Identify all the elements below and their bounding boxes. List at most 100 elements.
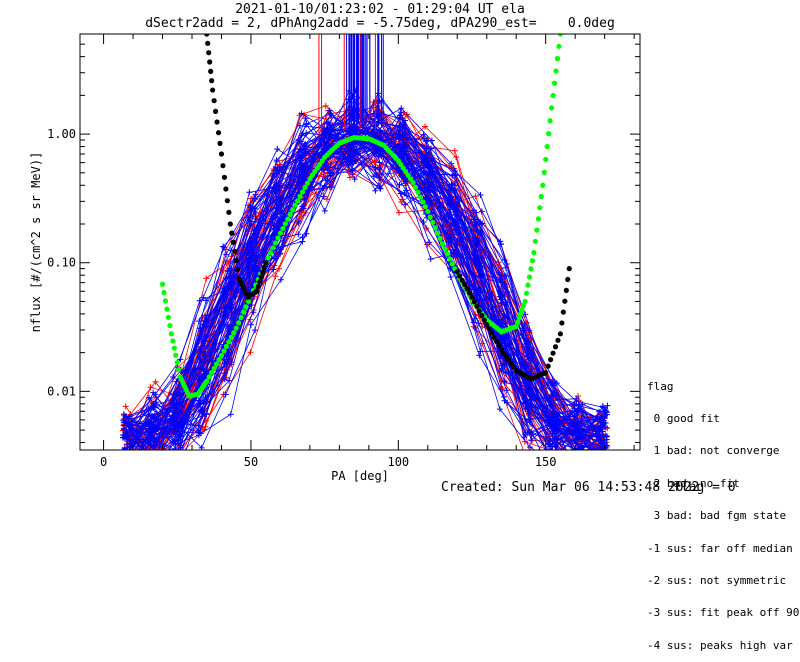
legend-item: 0 good fit bbox=[647, 411, 720, 425]
plus-marker-blue bbox=[126, 458, 132, 464]
plus-marker-blue bbox=[496, 406, 503, 413]
plus-marker-blue bbox=[248, 252, 255, 259]
plus-marker-blue bbox=[576, 465, 582, 471]
plus-marker-red bbox=[396, 209, 403, 216]
plus-marker-blue bbox=[146, 472, 152, 478]
plus-marker-blue bbox=[451, 182, 458, 189]
fit-point-black bbox=[481, 317, 487, 323]
plus-marker-blue bbox=[123, 468, 129, 474]
plus-marker-blue bbox=[195, 427, 202, 434]
plus-marker-blue bbox=[402, 142, 409, 149]
plus-marker-blue bbox=[497, 276, 504, 283]
y-tick-label: 0.10 bbox=[47, 256, 76, 270]
fit-point-green bbox=[541, 169, 547, 175]
plus-marker-blue bbox=[328, 131, 335, 138]
plus-marker-blue bbox=[122, 455, 128, 461]
fit-point-black bbox=[233, 257, 239, 264]
plus-marker-blue bbox=[598, 456, 604, 462]
plus-marker-blue bbox=[478, 255, 485, 262]
plus-marker-red bbox=[422, 123, 429, 130]
plus-marker-blue bbox=[453, 226, 460, 233]
plus-marker-blue bbox=[226, 377, 233, 384]
flag-legend: flag 0 good fit 1 bad: not converge 2 ba… bbox=[647, 360, 799, 662]
plus-marker-red bbox=[597, 467, 603, 473]
plus-marker-blue bbox=[128, 472, 134, 478]
plus-marker-blue bbox=[202, 338, 209, 345]
fit-point-black bbox=[550, 350, 556, 356]
plus-marker-blue bbox=[448, 240, 455, 247]
plus-marker-blue bbox=[579, 469, 585, 475]
fit-point-green bbox=[275, 235, 281, 241]
plus-marker-blue bbox=[576, 458, 582, 464]
plus-marker-blue bbox=[571, 460, 577, 466]
plus-marker-blue bbox=[474, 228, 481, 235]
plus-marker-red bbox=[172, 463, 178, 469]
plus-marker-blue bbox=[153, 473, 159, 479]
plus-marker-blue bbox=[227, 304, 234, 311]
fit-point-green bbox=[265, 255, 271, 261]
plus-marker-red bbox=[124, 451, 130, 457]
plus-marker-blue bbox=[121, 464, 127, 470]
plus-marker-red bbox=[146, 461, 152, 467]
plus-marker-blue bbox=[604, 463, 610, 469]
plus-marker-blue bbox=[327, 170, 334, 177]
plus-marker-red bbox=[524, 458, 530, 464]
plus-marker-blue bbox=[320, 193, 327, 200]
plus-marker-blue bbox=[372, 187, 379, 194]
plus-marker-blue bbox=[326, 167, 333, 174]
fit-point-black bbox=[261, 264, 267, 271]
fit-point-green bbox=[243, 304, 249, 310]
legend-item: -3 sus: fit peak off 90 bbox=[647, 606, 800, 620]
plus-marker-blue bbox=[471, 216, 478, 223]
plus-marker-blue bbox=[477, 262, 484, 269]
plus-marker-blue bbox=[270, 225, 277, 232]
plus-marker-blue bbox=[502, 313, 509, 320]
plus-marker-blue bbox=[176, 421, 183, 428]
plus-marker-blue bbox=[397, 168, 404, 175]
plus-marker-blue bbox=[122, 456, 128, 462]
plus-marker-blue bbox=[451, 172, 458, 179]
spectrum-line-blue bbox=[124, 114, 602, 450]
fit-point-black bbox=[466, 290, 473, 296]
fit-point-green bbox=[277, 230, 284, 236]
fit-point-green bbox=[165, 314, 172, 320]
plus-marker-blue bbox=[146, 466, 152, 472]
plus-marker-blue bbox=[473, 209, 480, 216]
fit-point-black bbox=[559, 320, 565, 326]
plus-marker-blue bbox=[596, 416, 603, 423]
plus-marker-blue bbox=[326, 107, 333, 114]
plus-marker-blue bbox=[299, 238, 306, 245]
plus-marker-blue bbox=[501, 273, 508, 280]
plus-marker-blue bbox=[402, 201, 409, 208]
fit-point-black bbox=[255, 283, 261, 290]
x-tick-label: 150 bbox=[535, 455, 557, 469]
plus-marker-blue bbox=[152, 456, 158, 462]
plus-marker-red bbox=[602, 465, 608, 471]
fit-point-green bbox=[449, 261, 455, 267]
plus-marker-blue bbox=[424, 188, 431, 195]
plus-marker-blue bbox=[222, 370, 229, 377]
plus-marker-blue bbox=[397, 109, 404, 116]
plus-marker-red bbox=[528, 458, 534, 464]
fit-point-green bbox=[233, 325, 239, 331]
plus-marker-blue bbox=[550, 389, 557, 396]
fit-point-green bbox=[287, 211, 293, 218]
fit-point-green bbox=[267, 250, 274, 256]
fit-point-black bbox=[257, 279, 263, 285]
fit-point-green bbox=[231, 330, 237, 336]
fit-point-black bbox=[218, 151, 225, 157]
plus-marker-blue bbox=[127, 440, 134, 447]
plus-marker-blue bbox=[225, 268, 232, 275]
plus-marker-blue bbox=[549, 402, 556, 409]
plus-marker-red bbox=[572, 454, 578, 460]
plus-marker-blue bbox=[228, 285, 235, 292]
plus-marker-blue bbox=[526, 418, 533, 425]
plus-marker-blue bbox=[227, 411, 234, 418]
plus-marker-blue bbox=[252, 191, 259, 198]
fit-point-black bbox=[208, 68, 214, 74]
plus-marker-blue bbox=[553, 436, 560, 443]
plus-marker-blue bbox=[453, 241, 460, 248]
plus-marker-blue bbox=[472, 286, 479, 293]
plus-marker-blue bbox=[371, 173, 377, 180]
fit-point-green bbox=[226, 339, 232, 345]
